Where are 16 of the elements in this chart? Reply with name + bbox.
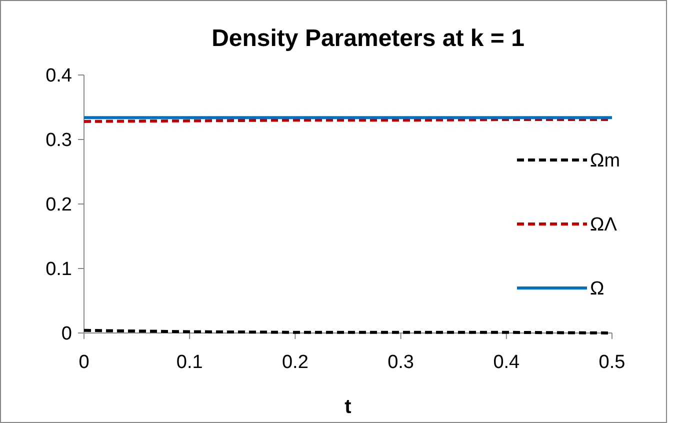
chart-title: Density Parameters at k = 1 bbox=[212, 25, 524, 52]
legend-label: Ω bbox=[590, 278, 604, 300]
legend-label: Ωm bbox=[590, 150, 620, 172]
x-tick-label: 0.5 bbox=[598, 352, 626, 373]
y-tick-label: 0.4 bbox=[46, 66, 72, 87]
y-tick-label: 0.2 bbox=[46, 194, 72, 216]
x-tick-label: 0 bbox=[78, 352, 90, 373]
y-tick-label: 0 bbox=[61, 324, 72, 345]
legend-label: ΩΛ bbox=[590, 214, 618, 236]
x-tick-label: 0.4 bbox=[493, 352, 520, 373]
y-tick-label: 0.3 bbox=[46, 130, 72, 152]
x-tick-label: 0.1 bbox=[176, 352, 203, 373]
y-tick-label: 0.1 bbox=[46, 259, 72, 280]
x-tick-label: 0.2 bbox=[282, 352, 308, 373]
x-tick-label: 0.3 bbox=[388, 352, 414, 373]
x-axis-title: t bbox=[344, 396, 352, 418]
